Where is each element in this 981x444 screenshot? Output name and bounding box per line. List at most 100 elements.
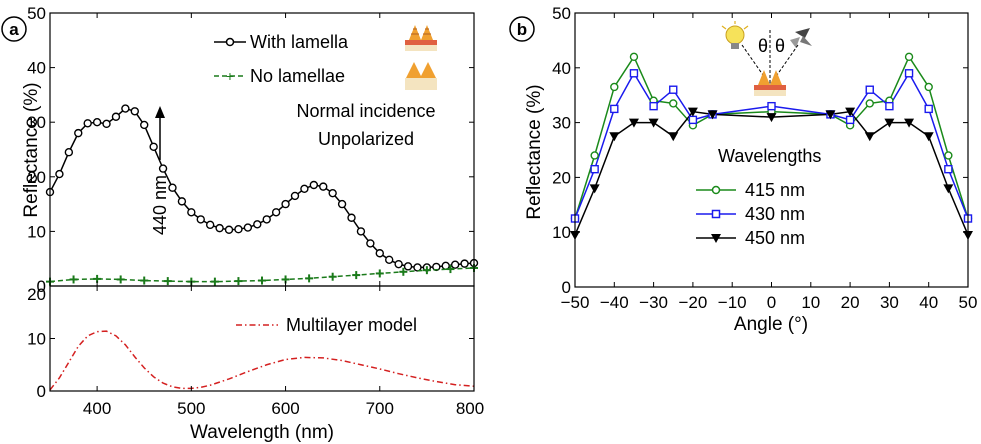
data-point-no-lamellae	[399, 267, 408, 276]
data-point-with-lamella	[196, 215, 205, 224]
panel-a-top-plot: 10 20 30 40 50 0 Reflectance (%) With lamella…	[21, 4, 479, 296]
data-point-with-lamella	[290, 191, 300, 201]
data-point-415-nm	[904, 52, 914, 62]
legend-label-with-lamella: With lamella	[250, 32, 349, 52]
data-point-with-lamella	[328, 188, 337, 198]
panel-b-label: b	[509, 16, 535, 42]
data-point-415-nm	[590, 151, 599, 160]
data-point-430-nm	[924, 104, 933, 114]
data-point-450-nm	[589, 184, 600, 194]
data-point-with-lamella	[205, 220, 215, 230]
xtick-label: 600	[271, 399, 299, 418]
legend-title-wavelengths: Wavelengths	[718, 146, 821, 166]
svg-text:a: a	[9, 20, 19, 39]
xtick-label: 700	[366, 399, 394, 418]
xtick-label: 50	[959, 293, 978, 312]
data-point-no-lamellae	[352, 271, 361, 280]
legend-marker-430	[711, 209, 721, 219]
data-point-with-lamella	[281, 199, 290, 209]
data-point-with-lamella	[215, 223, 224, 233]
ytick-label: 40	[552, 59, 571, 78]
data-point-450-nm	[628, 118, 639, 128]
data-point-415-nm	[865, 99, 874, 108]
data-point-with-lamella	[347, 213, 356, 222]
xtick-label: −20	[678, 293, 707, 312]
data-point-with-lamella	[300, 184, 309, 194]
ytick-label: 10	[27, 330, 46, 349]
data-point-450-nm	[904, 118, 915, 128]
panel-a-label: a	[1, 16, 27, 42]
legend-marker-450	[711, 234, 721, 243]
data-point-450-nm	[648, 118, 659, 128]
data-point-with-lamella	[253, 220, 262, 229]
data-point-no-lamellae	[234, 277, 243, 286]
data-point-450-nm	[668, 132, 679, 142]
lamella-structure-icon	[405, 25, 437, 51]
ytick-label: 10	[552, 223, 571, 242]
data-point-430-nm	[590, 164, 599, 174]
data-point-415-nm	[924, 82, 933, 92]
legend-label-no-lamellae: No lamellae	[250, 66, 345, 86]
annotation-normal-incidence: Normal incidence	[296, 101, 435, 121]
panel-a-xlabel: Wavelength (nm)	[190, 422, 334, 443]
data-point-415-nm	[944, 151, 953, 160]
data-point-415-nm	[610, 82, 619, 92]
ytick-label: 30	[552, 114, 571, 133]
data-point-no-lamellae	[116, 275, 125, 284]
data-point-with-lamella	[74, 128, 83, 138]
data-point-with-lamella	[187, 208, 196, 217]
xtick-label: 800	[456, 399, 484, 418]
panel-b-legend: Wavelengths 415 nm 430 nm 450 nm	[696, 146, 821, 248]
ytick-label: 50	[552, 4, 571, 23]
data-point-with-lamella	[158, 164, 168, 173]
data-point-450-nm	[825, 110, 836, 120]
angle-label-left: θ	[758, 36, 768, 56]
data-point-with-lamella	[460, 259, 469, 268]
xtick-label: 30	[880, 293, 899, 312]
ytick-label: 30	[27, 113, 46, 132]
data-point-with-lamella	[234, 225, 243, 234]
xtick-label: 40	[919, 293, 938, 312]
legend-label-415: 415 nm	[745, 180, 805, 200]
data-point-with-lamella	[309, 180, 319, 190]
data-point-450-nm	[707, 110, 718, 120]
data-point-with-lamella	[64, 148, 74, 157]
panel-b-ylabel: Reflectance (%)	[524, 84, 545, 219]
ytick-label: 0	[37, 277, 46, 296]
data-point-430-nm	[944, 164, 953, 174]
data-point-415-nm	[669, 99, 678, 108]
data-point-450-nm	[884, 118, 895, 128]
data-point-with-lamella	[271, 208, 281, 217]
lightbulb-icon	[721, 21, 749, 49]
data-point-430-nm	[688, 115, 698, 125]
xtick-label: 20	[841, 293, 860, 312]
legend-marker-no-lamellae: +	[226, 68, 234, 84]
data-point-no-lamellae	[163, 277, 172, 286]
data-point-with-lamella	[243, 223, 253, 232]
data-point-430-nm	[629, 69, 639, 78]
data-point-with-lamella	[111, 112, 121, 121]
data-point-with-lamella	[102, 119, 111, 129]
legend-marker-415	[711, 185, 721, 195]
ytick-label: 50	[27, 4, 46, 23]
data-point-430-nm	[767, 101, 776, 111]
ytick-label: 40	[27, 59, 46, 78]
annotation-unpolarized: Unpolarized	[318, 129, 414, 149]
legend-label-450: 450 nm	[745, 228, 805, 248]
xtick-label: −40	[600, 293, 629, 312]
data-point-450-nm	[687, 107, 698, 117]
data-point-450-nm	[766, 113, 777, 123]
data-point-with-lamella	[450, 260, 460, 269]
data-point-with-lamella	[403, 262, 413, 271]
xtick-label: −50	[561, 293, 590, 312]
legend-label-multilayer-model: Multilayer model	[286, 315, 417, 335]
data-point-with-lamella	[140, 120, 149, 130]
no-lamellae-structure-icon	[405, 62, 437, 90]
legend-marker-with-lamella	[225, 37, 235, 47]
data-point-with-lamella	[224, 225, 234, 234]
data-point-with-lamella	[375, 249, 384, 258]
data-point-430-nm	[669, 85, 678, 94]
legend-label-430: 430 nm	[745, 204, 805, 224]
data-point-with-lamella	[168, 183, 177, 192]
